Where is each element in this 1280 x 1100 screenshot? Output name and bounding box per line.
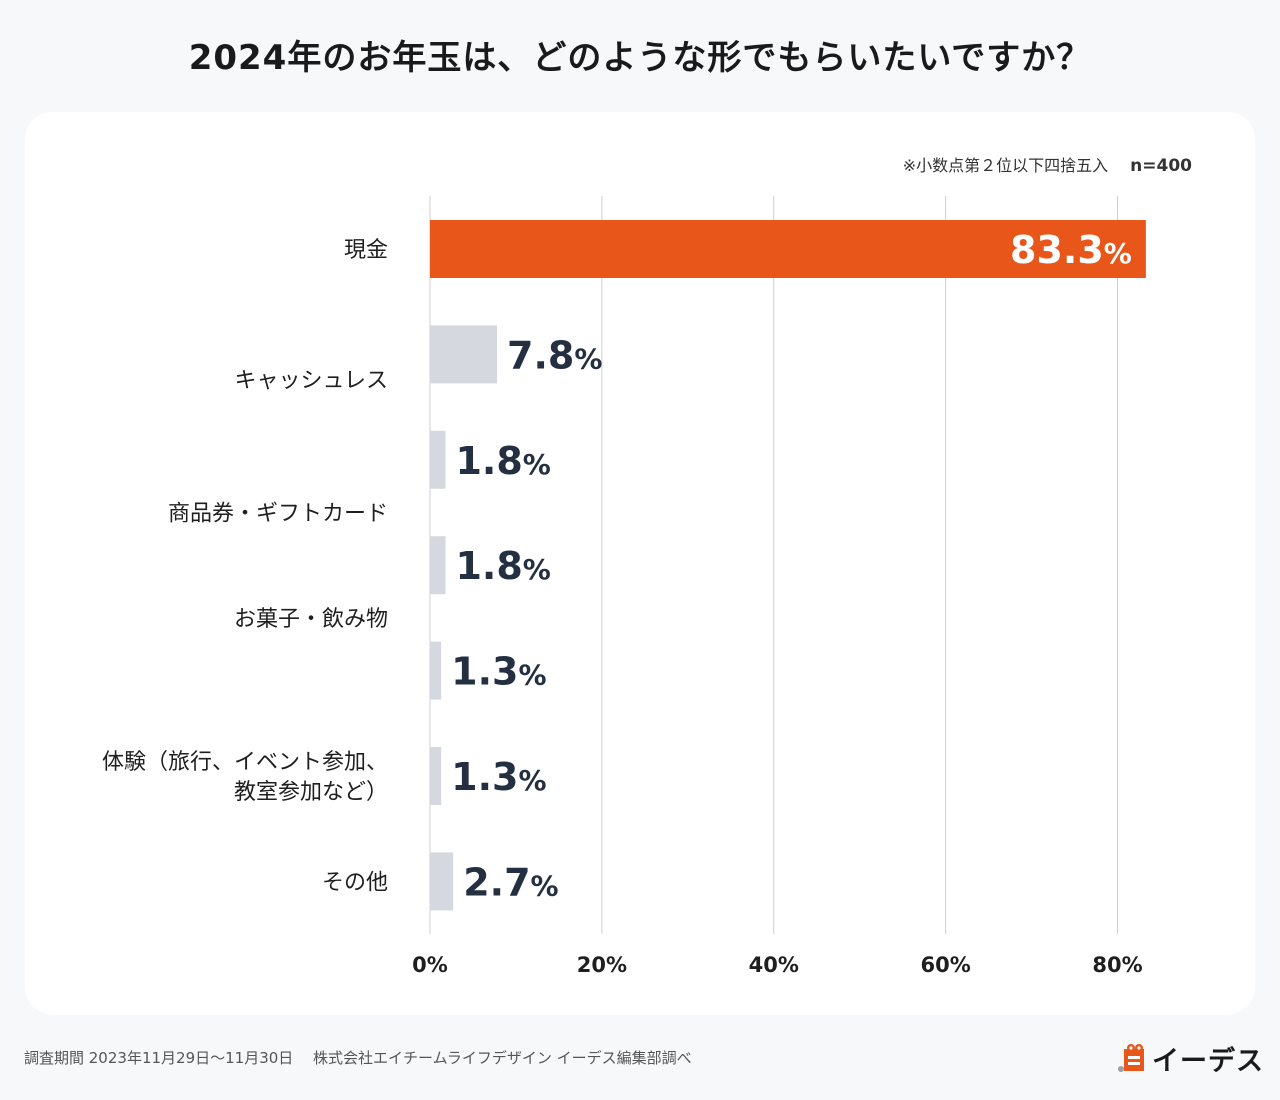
x-tick-label: 80% bbox=[1092, 953, 1142, 977]
brand-name: イーデス bbox=[1152, 1045, 1264, 1077]
logo-mark-icon bbox=[1118, 1043, 1146, 1073]
category-label: その他 bbox=[322, 870, 388, 895]
value-label: 1.8% bbox=[455, 544, 550, 588]
bar bbox=[430, 641, 442, 700]
percent-sign: % bbox=[523, 448, 551, 481]
category-label: 商品券・ギフトカード bbox=[168, 502, 388, 527]
x-tick-label: 40% bbox=[749, 953, 799, 977]
category-label: 体験（旅行、イベント参加、 bbox=[102, 750, 388, 775]
chart-note: ※小数点第２位以下四捨五入 n=400 bbox=[903, 152, 1192, 176]
category-label: お菓子・飲み物 bbox=[234, 607, 388, 632]
percent-sign: % bbox=[519, 764, 547, 797]
percent-sign: % bbox=[1104, 237, 1132, 270]
x-tick-label: 20% bbox=[577, 953, 627, 977]
percent-sign: % bbox=[574, 342, 602, 375]
value-label: 1.3% bbox=[451, 650, 546, 694]
category-label: 教室参加など） bbox=[234, 780, 388, 805]
value-label: 1.8% bbox=[455, 439, 550, 483]
bar bbox=[430, 325, 498, 384]
survey-footer: 調査期間 2023年11月29日〜11月30日 株式会社エイチームライフデザイン… bbox=[24, 1049, 692, 1067]
percent-sign: % bbox=[531, 869, 559, 902]
sample-size: n=400 bbox=[1130, 156, 1192, 176]
category-label: キャッシュレス bbox=[234, 368, 388, 393]
chart-title: 2024年のお年玉は、どのような形でもらいたいですか？ bbox=[188, 38, 1092, 78]
value-label: 2.7% bbox=[463, 860, 558, 904]
value-label: 1.3% bbox=[451, 755, 546, 799]
bar bbox=[430, 536, 446, 595]
category-label: 現金 bbox=[344, 238, 388, 263]
x-tick-label: 60% bbox=[920, 953, 970, 977]
bar bbox=[430, 430, 446, 489]
rounding-note: ※小数点第２位以下四捨五入 bbox=[902, 156, 1109, 175]
value-label: 7.8% bbox=[507, 333, 602, 377]
bar bbox=[430, 747, 442, 805]
bar bbox=[430, 220, 1146, 278]
bar bbox=[430, 852, 454, 911]
x-tick-label: 0% bbox=[412, 953, 448, 977]
percent-sign: % bbox=[519, 659, 547, 692]
brand-logo: イーデス bbox=[1118, 1040, 1264, 1077]
percent-sign: % bbox=[523, 553, 551, 586]
